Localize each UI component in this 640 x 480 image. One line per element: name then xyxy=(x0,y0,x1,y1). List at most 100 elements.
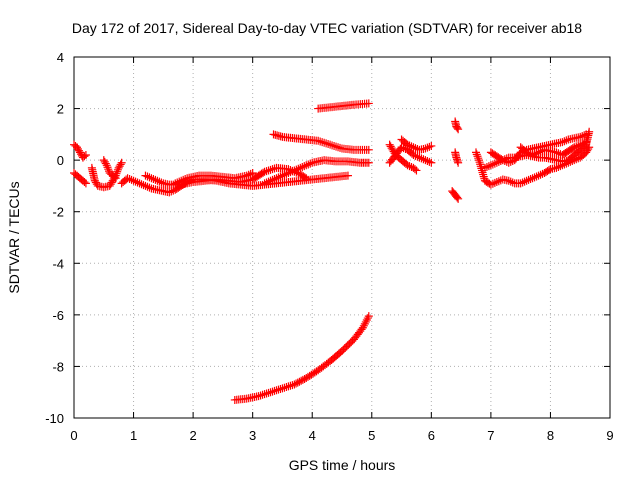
data-point xyxy=(427,158,436,167)
data-point xyxy=(125,175,134,184)
data-point xyxy=(295,377,304,386)
data-point xyxy=(266,165,275,174)
data-point xyxy=(576,140,585,149)
x-tick-label: 8 xyxy=(547,428,554,443)
data-point xyxy=(137,180,146,189)
data-point xyxy=(264,388,273,397)
data-point xyxy=(90,176,99,185)
data-point xyxy=(274,173,283,182)
data-point xyxy=(552,163,561,172)
data-point xyxy=(80,178,89,187)
data-point xyxy=(300,173,309,182)
data-point xyxy=(572,142,581,151)
data-point xyxy=(298,375,307,384)
data-point xyxy=(290,166,299,175)
data-point xyxy=(246,169,255,178)
data-point xyxy=(276,172,285,181)
data-point xyxy=(107,178,116,187)
data-point xyxy=(524,175,533,184)
data-point xyxy=(266,388,275,397)
data-point xyxy=(532,172,541,181)
data-point xyxy=(362,316,371,325)
data-point xyxy=(582,138,591,147)
x-tick-label: 1 xyxy=(130,428,137,443)
data-point xyxy=(532,149,541,158)
data-point xyxy=(522,176,531,185)
grid-lines xyxy=(74,57,610,418)
data-point xyxy=(490,178,499,187)
data-point xyxy=(520,177,529,186)
data-point xyxy=(151,175,160,184)
data-point xyxy=(328,141,337,150)
data-point xyxy=(472,150,481,159)
data-point xyxy=(314,136,323,145)
data-point xyxy=(264,177,273,186)
data-point xyxy=(293,378,302,387)
data-point xyxy=(282,169,291,178)
y-axis-label: SDTVAR / TECUs xyxy=(6,181,22,293)
data-point xyxy=(488,160,497,169)
plot-frame xyxy=(73,56,611,419)
data-point xyxy=(397,143,406,152)
data-point xyxy=(288,167,297,176)
data-point xyxy=(484,162,493,171)
x-tick-label: 6 xyxy=(428,428,435,443)
data-point xyxy=(423,157,432,166)
data-point xyxy=(560,137,569,146)
data-point xyxy=(412,166,421,175)
data-point xyxy=(454,125,463,134)
data-point xyxy=(534,148,543,157)
data-point xyxy=(322,139,331,148)
data-point xyxy=(399,144,408,153)
data-point xyxy=(562,136,571,145)
data-point xyxy=(409,150,418,159)
data-point xyxy=(74,146,83,155)
data-point xyxy=(113,167,122,176)
data-point xyxy=(386,142,395,151)
data-point xyxy=(500,157,509,166)
data-point xyxy=(260,179,269,188)
data-point xyxy=(268,387,277,396)
data-point xyxy=(248,169,257,178)
data-point xyxy=(530,173,539,182)
data-point xyxy=(574,141,583,150)
data-point xyxy=(177,176,186,185)
y-tick-label: -4 xyxy=(52,256,64,271)
data-point xyxy=(173,178,182,187)
data-point xyxy=(104,165,113,174)
data-point xyxy=(115,162,124,171)
data-point xyxy=(364,145,373,154)
data-point xyxy=(81,179,90,188)
data-point xyxy=(300,162,309,171)
data-point xyxy=(113,165,122,174)
y-tick-label: -2 xyxy=(52,205,64,220)
data-point xyxy=(528,174,537,183)
data-point xyxy=(387,144,396,153)
data-point xyxy=(536,170,545,179)
data-point xyxy=(409,143,418,152)
data-point xyxy=(298,163,307,172)
x-tick-label: 5 xyxy=(368,428,375,443)
data-point xyxy=(145,173,154,182)
data-point xyxy=(490,159,499,168)
data-point xyxy=(302,161,311,170)
data-point xyxy=(582,148,591,157)
data-point xyxy=(280,383,289,392)
data-point xyxy=(528,150,537,159)
data-point xyxy=(330,141,339,150)
data-point xyxy=(578,132,587,141)
data-point xyxy=(343,171,352,180)
x-tick-label: 4 xyxy=(309,428,316,443)
data-point xyxy=(175,177,184,186)
data-point xyxy=(407,142,416,151)
data-point xyxy=(361,317,370,326)
data-point xyxy=(302,174,311,183)
y-tick-label: 2 xyxy=(57,102,64,117)
data-point xyxy=(292,165,301,174)
data-point xyxy=(149,175,158,184)
data-point xyxy=(141,171,150,180)
data-point xyxy=(494,177,503,186)
data-point xyxy=(552,148,561,157)
data-point xyxy=(498,156,507,165)
